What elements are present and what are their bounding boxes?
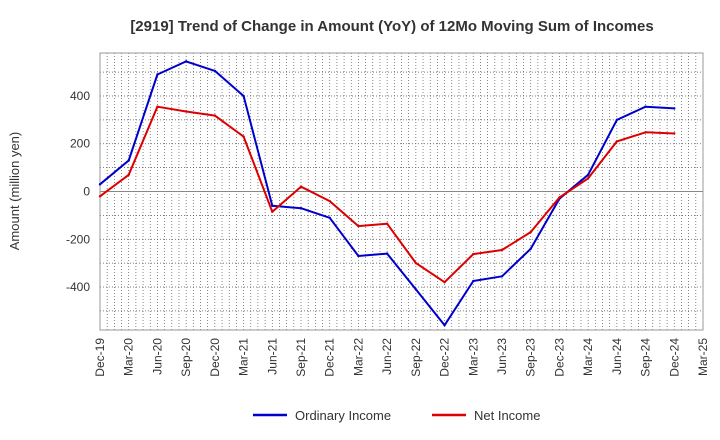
data-point (443, 324, 446, 327)
data-point (500, 248, 504, 252)
data-point (299, 185, 303, 188)
data-point (644, 105, 647, 108)
data-point (328, 216, 331, 219)
x-axis-ticks: Dec-19 Mar-20 Jun-20 Sep-20 Dec-20 Mar-21 Jun-… (93, 338, 710, 377)
x-tick-label: Jun-20 (150, 338, 164, 375)
data-point (184, 60, 188, 63)
chart-title: [2919] Trend of Change in Amount (YoY) o… (130, 18, 653, 35)
x-tick-label: Dec-20 (208, 338, 222, 377)
x-tick-label: Jun-23 (495, 338, 509, 375)
x-tick-label: Dec-24 (667, 338, 681, 377)
x-tick-label: Mar-22 (351, 338, 365, 376)
data-point (443, 281, 446, 284)
data-point (644, 131, 647, 134)
data-point (673, 132, 676, 135)
x-tick-label: Sep-24 (639, 338, 653, 377)
data-point (529, 230, 532, 234)
x-tick-label: Mar-25 (696, 338, 710, 376)
x-tick-label: Mar-23 (466, 338, 480, 376)
legend: Ordinary Income Net Income (253, 408, 540, 423)
data-point (357, 224, 360, 228)
data-point (472, 252, 475, 256)
data-point (156, 73, 159, 76)
data-point (242, 135, 245, 138)
data-point (127, 159, 130, 162)
data-point (586, 177, 590, 180)
x-tick-label: Dec-21 (323, 338, 337, 377)
legend-label-ordinary-income: Ordinary Income (295, 408, 391, 423)
data-point (615, 140, 619, 143)
data-point (213, 69, 217, 73)
y-tick-label: -200 (66, 232, 90, 246)
x-tick-label: Sep-23 (524, 338, 538, 377)
x-tick-label: Mar-21 (237, 338, 251, 376)
data-point (127, 173, 130, 176)
data-point (242, 94, 245, 98)
data-point (414, 288, 418, 291)
x-tick-label: Mar-20 (122, 338, 136, 376)
x-tick-label: Mar-24 (581, 338, 595, 376)
x-tick-label: Jun-22 (380, 338, 394, 375)
data-point (529, 247, 532, 251)
data-point (673, 107, 676, 110)
x-tick-label: Dec-23 (552, 338, 566, 377)
data-point (586, 173, 590, 176)
x-tick-label: Sep-22 (409, 338, 423, 377)
data-point (213, 114, 217, 117)
data-point (184, 110, 188, 113)
series-layer (98, 60, 676, 327)
x-tick-label: Sep-21 (294, 338, 308, 377)
data-point (271, 204, 274, 208)
data-point (558, 196, 561, 199)
data-point (271, 210, 274, 213)
y-tick-label: 400 (70, 89, 90, 103)
data-point (385, 222, 389, 225)
data-point (328, 199, 331, 203)
x-tick-label: Sep-20 (179, 338, 193, 377)
data-point (500, 275, 504, 278)
y-tick-label: 0 (83, 185, 90, 199)
x-tick-label: Jun-24 (610, 338, 624, 375)
legend-label-net-income: Net Income (474, 408, 540, 423)
x-tick-label: Dec-22 (438, 338, 452, 377)
x-tick-label: Jun-21 (265, 338, 279, 375)
x-tick-label: Dec-19 (93, 338, 107, 377)
data-point (98, 183, 102, 186)
data-point (472, 279, 475, 283)
y-tick-label: 200 (70, 137, 90, 151)
y-axis-label: Amount (million yen) (7, 132, 22, 251)
data-point (385, 252, 389, 255)
data-point (414, 261, 418, 265)
data-point (156, 105, 159, 108)
y-tick-label: -400 (66, 280, 90, 294)
data-point (357, 254, 360, 258)
plot-frame (99, 52, 704, 331)
y-axis-ticks: -400 -200 0 200 400 (66, 89, 90, 294)
data-point (98, 195, 102, 198)
data-point (615, 118, 619, 122)
data-point (299, 207, 303, 210)
